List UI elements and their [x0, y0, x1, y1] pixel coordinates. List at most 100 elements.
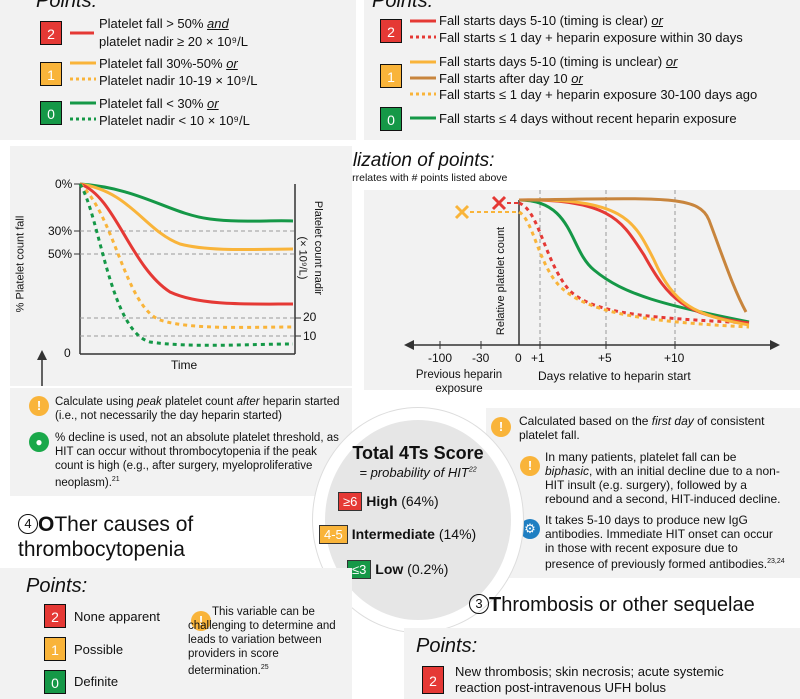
lightbulb-icon: ●: [29, 432, 49, 452]
platelet-score-1-badge: 1: [40, 62, 62, 86]
other-points-title: Points:: [26, 575, 88, 597]
total-score-subtitle: = probability of HIT22: [359, 465, 477, 480]
thrombosis-label: New thrombosis; skin necrosis; acute sys…: [455, 664, 724, 695]
tick-label-50pct: 50%: [48, 247, 73, 261]
left-notes-panel: [10, 388, 352, 496]
other-score-2-badge: 2: [44, 604, 66, 628]
tick-label-30pct: 30%: [48, 224, 73, 238]
tick-label-20: 20: [303, 310, 317, 324]
thrombosis-panel: [404, 628, 800, 699]
other-label-none-apparent: None apparent: [74, 609, 161, 624]
tick-label-0: 0: [64, 346, 71, 360]
other-score-0-badge: 0: [44, 670, 66, 694]
green-solid-line-icon: [410, 116, 436, 120]
score-row-low: ≤3 Low (0.2%): [347, 560, 448, 579]
green-dotted-curve: [78, 183, 294, 347]
total-score-title: Total 4Ts Score: [352, 443, 484, 463]
section-number-3: 3: [469, 594, 489, 614]
brown-timing-curve: [518, 197, 748, 313]
xtick-label-m100: -100: [428, 351, 453, 365]
platelet-points-panel: Points: 2 Platelet fall > 50% and platel…: [0, 0, 356, 140]
timing-chart: [404, 190, 780, 350]
timing-points-panel: Points: 2 Fall starts days 5-10 (timing …: [364, 0, 800, 140]
gear-icon: ⚙: [520, 519, 540, 539]
timing-row-2-line2: Fall starts ≤ 1 day + heparin exposure w…: [439, 30, 743, 45]
timing-row-1-line2: Fall starts after day 10 or: [439, 71, 583, 86]
other-label-definite: Definite: [74, 674, 119, 689]
low-score-badge: ≤3: [347, 560, 372, 579]
callout-arrowhead: [37, 350, 47, 360]
platelet-row-2-line1: Platelet fall > 50% and: [99, 16, 229, 31]
score-row-high: ≥6 High (64%): [338, 492, 439, 511]
platelet-row-0-line2: Platelet nadir < 10 × 10⁹/L: [99, 113, 250, 128]
warning-icon: !: [491, 417, 511, 437]
previous-exposure-label: Previous heparin exposure: [415, 369, 503, 395]
x-axis-left-arrowhead: [404, 340, 414, 350]
red-solid-timing-curve: [518, 198, 750, 325]
platelet-points-title: Points:: [36, 0, 98, 12]
tick-label-0pct: 0%: [55, 177, 73, 191]
other-score-1-badge: 1: [44, 637, 66, 661]
right-y-axis-unit: (× 10⁹/L): [296, 236, 309, 280]
yellow-solid-curve: [79, 182, 294, 252]
xtick-label-p10: +10: [664, 351, 685, 365]
platelet-row-0-line1: Platelet fall < 30% or: [99, 96, 219, 111]
platelet-row-2-line2: platelet nadir ≥ 20 × 10⁹/L: [99, 34, 248, 49]
high-score-badge: ≥6: [338, 492, 363, 511]
timing-row-1-line3: Fall starts ≤ 1 day + heparin exposure 3…: [439, 87, 758, 102]
warning-icon: !: [520, 456, 540, 476]
timing-yellow-legend-icon: [410, 60, 436, 96]
green-timing-curve: [518, 198, 750, 324]
timing-points-title: Points:: [372, 0, 434, 12]
red-x-marker-icon: [491, 195, 507, 211]
visualization-title: Visualization of points:: [305, 150, 495, 171]
other-causes-note: This variable can be challenging to dete…: [188, 606, 336, 677]
tick-label-10: 10: [303, 329, 317, 343]
thrombosis-score-2-badge: 2: [422, 666, 444, 694]
red-line-legend-icon: [410, 19, 436, 39]
timing-score-2-badge: 2: [380, 19, 402, 43]
yellow-line-legend-icon: [70, 61, 96, 81]
platelet-fall-chart: [37, 182, 301, 386]
timing-row-1-line1: Fall starts days 5-10 (timing is unclear…: [439, 54, 678, 69]
red-solid-curve: [79, 182, 294, 306]
right-y-axis-label: Platelet count nadir: [312, 200, 325, 296]
right-chart-panel: [364, 190, 800, 390]
decline-note: % decline is used, not an absolute plate…: [55, 432, 339, 489]
section-number-4: 4: [18, 514, 38, 534]
score-row-intermediate: 4-5 Intermediate (14%): [319, 525, 476, 544]
red-solid-line-icon: [70, 31, 94, 35]
platelet-row-1-line2: Platelet nadir 10-19 × 10⁹/L: [99, 73, 258, 88]
platelet-score-0-badge: 0: [40, 101, 62, 125]
timing-score-0-badge: 0: [380, 107, 402, 131]
xtick-label-p1: +1: [531, 351, 545, 365]
igg-note: It takes 5-10 days to produce new IgG an…: [545, 513, 785, 571]
green-solid-curve: [79, 182, 294, 223]
intermediate-score-badge: 4-5: [319, 525, 348, 544]
xtick-label-p5: +5: [598, 351, 612, 365]
platelet-row-1-line1: Platelet fall 30%-50% or: [99, 56, 238, 71]
other-causes-heading: 4 OTher causes of thrombocytopenia: [18, 513, 194, 561]
timing-score-1-badge: 1: [380, 64, 402, 88]
yellow-solid-timing-curve: [518, 198, 750, 327]
xtick-label-0: 0: [515, 351, 522, 365]
platelet-score-2-badge: 2: [40, 21, 62, 45]
timing-y-axis-label: Relative platelet count: [495, 226, 508, 336]
thrombosis-heading: 3 Thrombosis or other sequelae: [469, 594, 755, 617]
yellow-dotted-timing-curve: [518, 210, 750, 329]
left-x-axis-label: Time: [171, 358, 198, 372]
timing-row-2-line1: Fall starts days 5-10 (timing is clear) …: [439, 13, 663, 28]
peak-count-note: Calculate using peak platelet count afte…: [55, 396, 340, 422]
right-notes-panel: [486, 408, 800, 578]
timing-x-axis-label: Days relative to heparin start: [538, 369, 691, 383]
timing-row-0-line1: Fall starts ≤ 4 days without recent hepa…: [439, 111, 737, 126]
yellow-x-marker-icon: [454, 204, 470, 220]
x-axis-right-arrowhead: [770, 340, 780, 350]
yellow-dotted-curve: [78, 182, 294, 329]
warning-icon: !: [29, 396, 49, 416]
other-label-possible: Possible: [74, 642, 124, 657]
green-line-legend-icon: [70, 101, 96, 121]
biphasic-note: In many patients, platelet fall can be b…: [545, 450, 781, 506]
first-day-note: Calculated based on the first day of con…: [519, 414, 765, 442]
left-y-axis-label: % Platelet count fall: [14, 215, 27, 313]
